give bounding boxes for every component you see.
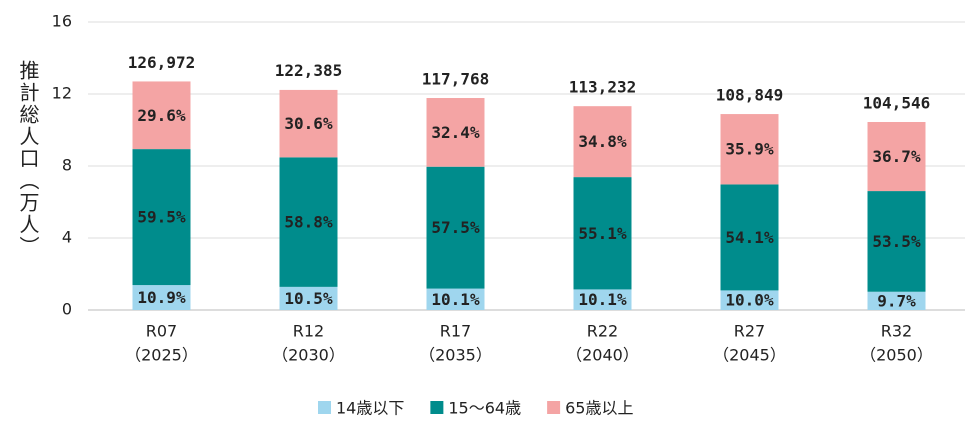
legend-label: 14歳以下 — [336, 399, 404, 418]
bar-segment — [720, 290, 779, 310]
y-axis-label: 推計総人口（万人） — [16, 60, 40, 258]
bar-segment — [279, 286, 338, 310]
segment-label: 57.5% — [431, 218, 480, 237]
segment-label: 32.4% — [431, 123, 480, 142]
bar-segment — [867, 191, 926, 292]
x-tick-label: R27 — [734, 322, 765, 341]
total-label: 117,768 — [422, 70, 489, 89]
x-tick-sublabel: （2035） — [419, 346, 492, 365]
x-tick-label: R07 — [146, 322, 177, 341]
x-tick-sublabel: （2030） — [272, 346, 345, 365]
x-tick-sublabel: （2045） — [713, 346, 786, 365]
x-tick-sublabel: （2050） — [860, 346, 933, 365]
segment-label: 34.8% — [578, 132, 627, 151]
segment-label: 10.9% — [137, 288, 186, 307]
segment-label: 10.5% — [284, 289, 333, 308]
segment-label: 29.6% — [137, 106, 186, 125]
legend-swatch — [547, 401, 561, 414]
y-tick-label: 12 — [52, 84, 72, 103]
bar-segment — [426, 288, 485, 310]
segment-label: 10.1% — [578, 290, 627, 309]
x-tick-label: R12 — [293, 322, 324, 341]
y-tick-label: 0 — [62, 300, 72, 319]
segment-label: 10.1% — [431, 290, 480, 309]
legend-label: 15～64歳 — [448, 399, 521, 418]
segment-label: 35.9% — [725, 140, 774, 159]
bar-segment — [426, 98, 485, 167]
total-label: 104,546 — [863, 93, 930, 112]
segment-label: 9.7% — [877, 291, 916, 310]
segment-label: 36.7% — [872, 147, 921, 166]
bar-segment — [720, 114, 779, 185]
legend-swatch — [318, 401, 331, 414]
bar-segment — [132, 285, 191, 310]
x-tick-sublabel: （2025） — [125, 346, 198, 365]
segment-label: 54.1% — [725, 228, 774, 247]
segment-label: 53.5% — [872, 232, 921, 251]
total-label: 126,972 — [128, 53, 195, 72]
bar-segment — [426, 166, 485, 289]
x-tick-label: R17 — [440, 322, 471, 341]
segment-label: 59.5% — [137, 208, 186, 227]
segment-label: 55.1% — [578, 224, 627, 243]
bar-segment — [279, 157, 338, 287]
bar-segment — [279, 89, 338, 158]
legend-swatch — [430, 401, 444, 414]
x-tick-sublabel: （2040） — [566, 346, 639, 365]
bar-segment — [132, 81, 191, 150]
bar-segment — [573, 289, 632, 310]
y-tick-label: 16 — [52, 12, 72, 31]
segment-label: 10.0% — [725, 291, 774, 310]
bar-segment — [573, 106, 632, 178]
segment-label: 30.6% — [284, 114, 333, 133]
total-label: 113,232 — [569, 78, 636, 97]
bar-segment — [573, 177, 632, 290]
x-tick-label: R22 — [587, 322, 618, 341]
segment-label: 58.8% — [284, 213, 333, 232]
y-tick-label: 8 — [62, 156, 72, 175]
bar-segment — [132, 149, 191, 286]
bar-segment — [720, 184, 779, 291]
bar-segment — [867, 291, 926, 310]
total-label: 122,385 — [275, 61, 342, 80]
legend-label: 65歳以上 — [565, 399, 633, 418]
total-label: 108,849 — [716, 86, 783, 105]
x-tick-label: R32 — [881, 322, 912, 341]
bar-segment — [867, 122, 926, 192]
y-tick-label: 4 — [62, 228, 72, 247]
